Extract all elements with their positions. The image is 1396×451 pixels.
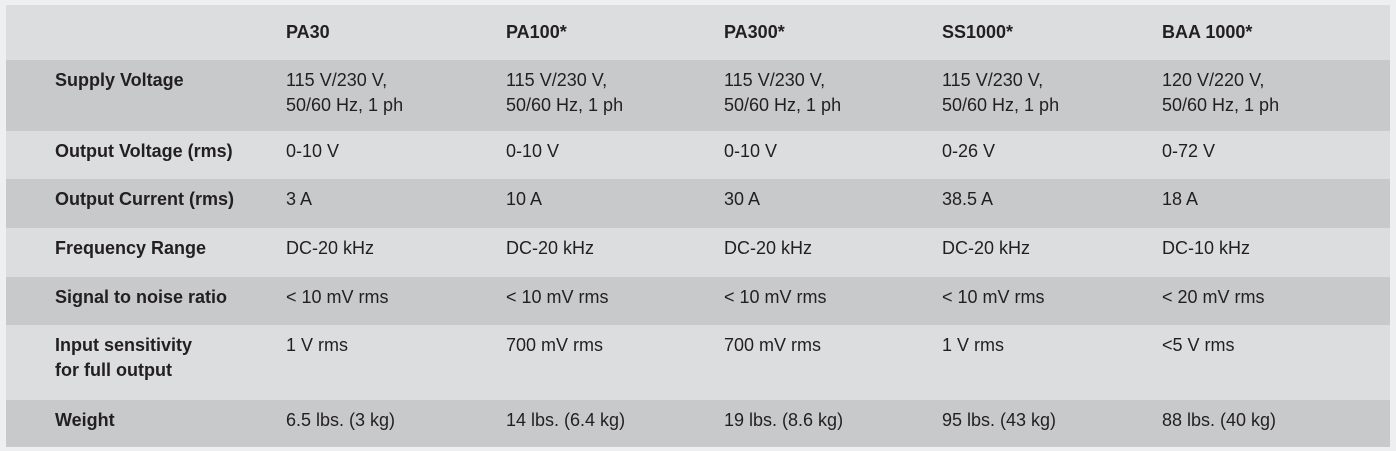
table-row: Output Voltage (rms) 0-10 V 0-10 V 0-10 V 0-… <box>6 131 1390 179</box>
table-row: Frequency Range DC-20 kHz DC-20 kHz DC-20 k… <box>6 228 1390 277</box>
table-cell: 6.5 lbs. (3 kg) <box>286 410 396 430</box>
table-cell: 115 V/230 V, 50/60 Hz, 1 ph <box>942 70 1060 115</box>
row-label: Supply Voltage <box>55 70 184 90</box>
spec-table: PA30 PA100* PA300* SS1000* BAA 1000* Supply V… <box>6 5 1390 447</box>
table-row: Weight 6.5 lbs. (3 kg) 14 lbs. (6.4 kg) 19 … <box>6 400 1390 447</box>
row-label: Input sensitivity for full output <box>55 335 193 380</box>
row-label: Weight <box>55 410 115 430</box>
table-cell: 115 V/230 V, 50/60 Hz, 1 ph <box>506 70 624 115</box>
table-cell: DC-20 kHz <box>286 238 375 258</box>
table-cell: 1 V rms <box>286 335 349 355</box>
table-cell: < 10 mV rms <box>942 287 1045 307</box>
table-cell: 1 V rms <box>942 335 1005 355</box>
table-row: Supply Voltage 115 V/230 V, 50/60 Hz, 1 p… <box>6 60 1390 131</box>
header-row: PA30 PA100* PA300* SS1000* BAA 1000* <box>6 5 1390 60</box>
table-cell: DC-10 kHz <box>1162 238 1251 258</box>
table-cell: 19 lbs. (8.6 kg) <box>724 410 844 430</box>
table-cell: DC-20 kHz <box>724 238 813 258</box>
table-row: Input sensitivity for full output 1 V rms… <box>6 325 1390 400</box>
row-label: Signal to noise ratio <box>55 287 228 307</box>
row-label: Output Current (rms) <box>55 189 234 209</box>
table-cell: 10 A <box>506 189 543 209</box>
table-cell: < 10 mV rms <box>286 287 389 307</box>
table-cell: 700 mV rms <box>724 335 822 355</box>
table-cell: 0-10 V <box>286 141 340 161</box>
column-header: PA100* <box>506 22 567 42</box>
table-cell: < 10 mV rms <box>724 287 827 307</box>
table-cell: 38.5 A <box>942 189 994 209</box>
table-cell: 3 A <box>286 189 313 209</box>
column-header: PA30 <box>286 22 330 42</box>
table-cell: DC-20 kHz <box>506 238 595 258</box>
table-cell: 18 A <box>1162 189 1199 209</box>
table-cell: 0-10 V <box>506 141 560 161</box>
table-cell: 88 lbs. (40 kg) <box>1162 410 1277 430</box>
table-cell: <5 V rms <box>1162 335 1235 355</box>
table-cell: 0-26 V <box>942 141 996 161</box>
column-header: SS1000* <box>942 22 1014 42</box>
table-cell: 0-10 V <box>724 141 778 161</box>
table-cell: 115 V/230 V, 50/60 Hz, 1 ph <box>286 70 404 115</box>
table-cell: DC-20 kHz <box>942 238 1031 258</box>
table-cell: 0-72 V <box>1162 141 1216 161</box>
table-cell: 120 V/220 V, 50/60 Hz, 1 ph <box>1162 70 1280 115</box>
table-cell: < 20 mV rms <box>1162 287 1265 307</box>
table-row: Signal to noise ratio < 10 mV rms < 10 mV … <box>6 277 1390 325</box>
table-row: Output Current (rms) 3 A 10 A 30 A 38.5 A 18 … <box>6 179 1390 228</box>
row-label: Output Voltage (rms) <box>55 141 233 161</box>
table-cell: 115 V/230 V, 50/60 Hz, 1 ph <box>724 70 842 115</box>
column-header: PA300* <box>724 22 785 42</box>
table-cell: 14 lbs. (6.4 kg) <box>506 410 626 430</box>
row-label: Frequency Range <box>55 238 207 258</box>
table-cell: 700 mV rms <box>506 335 604 355</box>
column-header: BAA 1000* <box>1162 22 1253 42</box>
table-cell: 95 lbs. (43 kg) <box>942 410 1057 430</box>
table-cell: < 10 mV rms <box>506 287 609 307</box>
table-cell: 30 A <box>724 189 761 209</box>
